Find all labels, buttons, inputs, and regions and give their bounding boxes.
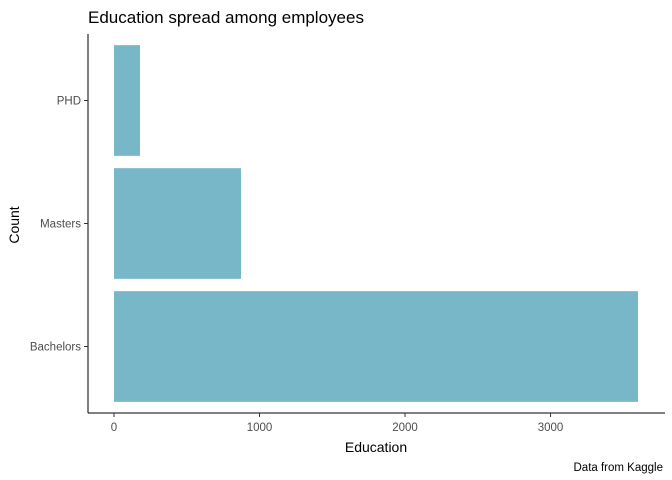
y-axis-ticks: Bachelors Masters PHD bbox=[30, 96, 88, 354]
x-tick-label: 1000 bbox=[247, 422, 273, 434]
x-tick-label: 0 bbox=[111, 422, 117, 434]
x-tick-label: 3000 bbox=[538, 422, 564, 434]
bars-group bbox=[114, 45, 638, 402]
y-tick-label: Bachelors bbox=[30, 342, 81, 354]
x-axis-ticks: 0 1000 2000 3000 bbox=[111, 413, 564, 434]
x-axis-title: Education bbox=[345, 439, 407, 455]
bar-phd bbox=[114, 45, 141, 156]
y-tick-label: Masters bbox=[40, 219, 81, 231]
bar-bachelors bbox=[114, 291, 638, 402]
x-tick-label: 2000 bbox=[392, 422, 418, 434]
y-axis-title: Count bbox=[6, 206, 22, 243]
bar-masters bbox=[114, 168, 242, 279]
chart-caption: Data from Kaggle bbox=[574, 462, 664, 474]
y-tick-label: PHD bbox=[57, 96, 81, 108]
chart-title: Education spread among employees bbox=[88, 8, 364, 27]
